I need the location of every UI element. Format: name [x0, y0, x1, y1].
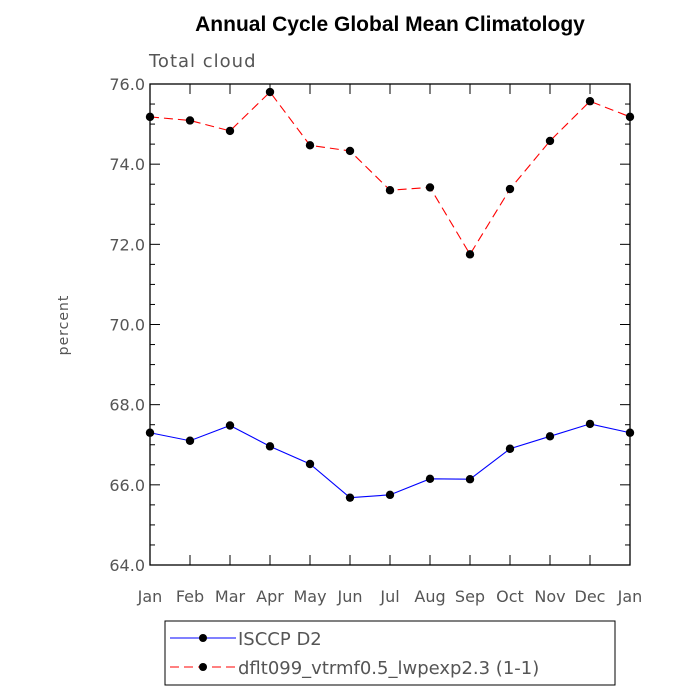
series-1-point — [225, 126, 235, 136]
series-0-point — [425, 474, 435, 484]
legend: ISCCP D2 dflt099_vtrmf0.5_lwpexp2.3 (1-1… — [164, 620, 616, 686]
x-tick-label: Apr — [256, 587, 284, 606]
chart-title: Annual Cycle Global Mean Climatology — [195, 13, 585, 36]
series-0-point — [145, 428, 155, 437]
y-tick-label: 70.0 — [109, 316, 145, 335]
y-tick-label: 66.0 — [109, 476, 145, 495]
axis-ticks — [149, 83, 631, 566]
legend-box — [164, 620, 616, 686]
series-0-point — [465, 475, 475, 484]
series-1-point — [265, 87, 275, 97]
y-tick-label: 76.0 — [109, 75, 145, 94]
series-0-point — [545, 432, 555, 441]
x-tick-label: Feb — [176, 587, 204, 606]
x-tick-label: Aug — [414, 587, 445, 606]
series-0-point — [385, 490, 395, 500]
x-tick-label: Nov — [534, 587, 565, 606]
series-line-1 — [149, 91, 631, 256]
series-0-point — [625, 428, 635, 437]
series-1-point — [465, 250, 475, 259]
series-0-point — [265, 442, 275, 451]
legend-marker-isccp-d2 — [199, 634, 207, 642]
series-1-point — [345, 146, 355, 156]
series-0-point — [345, 493, 355, 502]
series-1-point — [185, 116, 195, 125]
y-tick-label: 68.0 — [109, 396, 145, 415]
series-1-point — [505, 184, 515, 194]
series-layer — [145, 87, 635, 502]
x-tick-label: May — [293, 587, 326, 606]
series-1-point — [385, 186, 395, 195]
series-1-point — [625, 112, 635, 122]
legend-label-dflt099: dflt099_vtrmf0.5_lwpexp2.3 (1-1) — [238, 658, 539, 679]
series-1-point — [145, 112, 155, 122]
x-tick-label: Jul — [379, 587, 399, 606]
y-axis-label: percent — [56, 295, 72, 356]
series-0-point — [585, 419, 595, 429]
tick-labels: 64.0 66.0 68.0 70.0 72.0 74.0 76.0 Jan Feb Mar Apr… — [109, 75, 642, 606]
y-tick-label: 72.0 — [109, 235, 145, 254]
y-tick-label: 74.0 — [109, 155, 145, 174]
series-line-0 — [149, 423, 631, 499]
legend-marker-dflt099 — [199, 663, 207, 671]
x-tick-label: Jan — [137, 587, 163, 606]
x-tick-label: Oct — [496, 587, 524, 606]
series-1-point — [545, 136, 555, 146]
x-tick-label: Sep — [455, 587, 485, 606]
x-tick-label: Jan — [617, 587, 643, 606]
series-0-point — [185, 436, 195, 445]
series-0-point — [505, 444, 515, 453]
series-1-point — [425, 183, 435, 192]
x-tick-label: Jun — [337, 587, 363, 606]
y-tick-label: 64.0 — [109, 556, 145, 575]
x-tick-label: Dec — [575, 587, 606, 606]
series-1-point — [305, 141, 315, 150]
series-0-point — [225, 421, 235, 430]
series-1-point — [585, 97, 595, 106]
x-tick-label: Mar — [215, 587, 246, 606]
chart-subtitle: Total cloud — [148, 51, 257, 72]
legend-label-isccp-d2: ISCCP D2 — [238, 629, 322, 650]
series-0-point — [305, 459, 315, 469]
